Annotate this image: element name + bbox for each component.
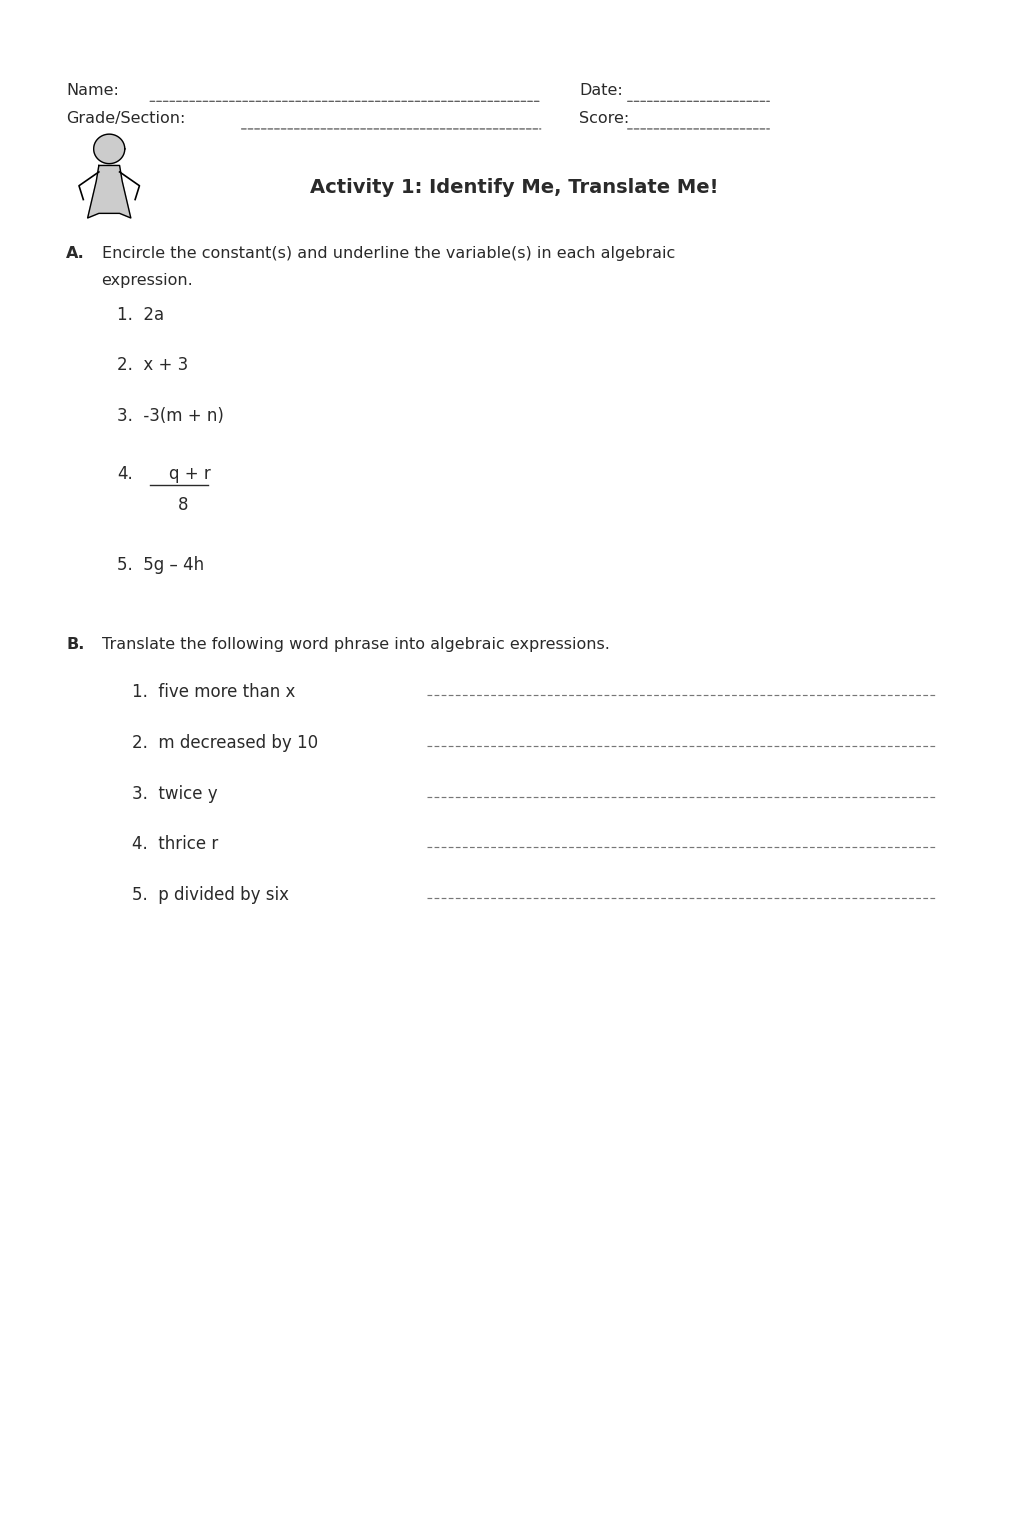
Text: 1.  five more than x: 1. five more than x (132, 683, 296, 701)
Polygon shape (87, 166, 131, 218)
Text: Score:: Score: (579, 111, 629, 126)
Text: q + r: q + r (169, 465, 210, 484)
Text: 1.  2a: 1. 2a (117, 305, 164, 324)
Text: expression.: expression. (102, 273, 193, 289)
Text: Activity 1: Identify Me, Translate Me!: Activity 1: Identify Me, Translate Me! (310, 178, 718, 196)
Text: 4.  thrice r: 4. thrice r (132, 835, 218, 853)
Text: Grade/Section:: Grade/Section: (66, 111, 185, 126)
Text: 5.  5g – 4h: 5. 5g – 4h (117, 556, 204, 574)
Text: Name:: Name: (66, 83, 119, 98)
Text: 4.: 4. (117, 465, 133, 484)
Text: B.: B. (66, 637, 84, 652)
Text: 2.  m decreased by 10: 2. m decreased by 10 (132, 734, 318, 752)
Text: A.: A. (66, 246, 84, 261)
Text: 2.  x + 3: 2. x + 3 (117, 356, 188, 375)
Text: 3.  -3(m + n): 3. -3(m + n) (117, 407, 224, 425)
Text: Date:: Date: (579, 83, 623, 98)
Text: Encircle the constant(s) and underline the variable(s) in each algebraic: Encircle the constant(s) and underline t… (102, 246, 675, 261)
Text: Translate the following word phrase into algebraic expressions.: Translate the following word phrase into… (102, 637, 610, 652)
Text: 8: 8 (178, 496, 188, 514)
Text: 3.  twice y: 3. twice y (132, 784, 217, 803)
Polygon shape (93, 134, 125, 164)
Text: 5.  p divided by six: 5. p divided by six (132, 886, 290, 904)
